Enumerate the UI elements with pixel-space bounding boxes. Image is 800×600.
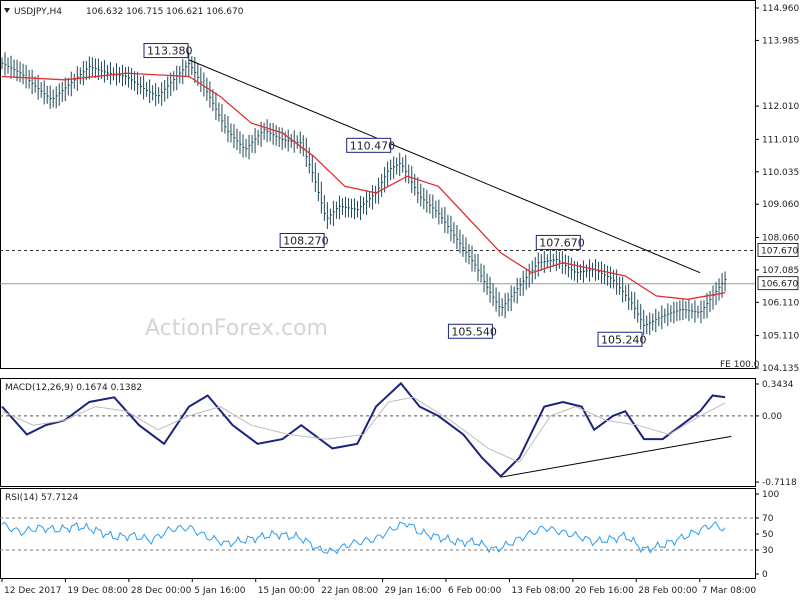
rsi-tick-label: 50 — [762, 530, 774, 540]
resistance-trendline — [188, 59, 701, 274]
moving-average-line — [1, 72, 726, 300]
price-tick-label: 112.010 — [762, 102, 799, 112]
annotation-box — [597, 331, 643, 347]
annotation-box — [447, 323, 493, 339]
price-annotations: 113.380 110.470 108.270 107.670 105.540 105.2… — [143, 43, 647, 347]
macd-support-trendline — [500, 435, 732, 478]
price-tick-label: 110.035 — [762, 168, 799, 178]
ohlc-label: 106.632 106.715 106.621 106.670 — [86, 7, 244, 17]
price-tick-label: 104.135 — [762, 364, 799, 374]
macd-panel — [0, 378, 756, 487]
macd-line — [1, 381, 726, 478]
macd-axis: 0.3434 0.00 -0.7118 — [755, 380, 797, 488]
time-tick-label: 5 Jan 16:00 — [194, 586, 246, 596]
time-axis: 12 Dec 2017 19 Dec 08:00 28 Dec 00:00 5 Jan… — [1, 578, 757, 596]
annotation-label: 107.670 — [539, 236, 585, 249]
time-tick-label: 22 Jan 08:00 — [321, 586, 378, 596]
price-tick-label: 105.110 — [762, 332, 799, 342]
time-tick-label: 6 Feb 00:00 — [448, 586, 502, 596]
time-tick-label: 29 Jan 16:00 — [385, 586, 442, 596]
fe-label: FE 100.0 — [720, 360, 760, 370]
level-axis-label: 107.670 — [761, 246, 798, 256]
time-tick-label: 19 Dec 08:00 — [67, 586, 128, 596]
macd-series — [0, 381, 755, 478]
time-tick-label: 13 Feb 08:00 — [511, 586, 570, 596]
annotation-box — [346, 137, 392, 153]
price-tick-label: 111.010 — [762, 135, 799, 145]
time-tick-label: 28 Dec 00:00 — [131, 586, 192, 596]
time-tick-label: 28 Feb 00:00 — [638, 586, 697, 596]
time-tick-label: 7 Mar 08:00 — [702, 586, 757, 596]
time-tick-label: 20 Feb 16:00 — [575, 586, 634, 596]
time-tick-label: 15 Jan 00:00 — [258, 586, 315, 596]
price-tick-label: 108.060 — [762, 233, 799, 243]
price-tick-label: 107.085 — [762, 266, 799, 276]
rsi-panel — [0, 488, 756, 579]
price-panel — [0, 0, 756, 369]
rsi-axis: 100 70 50 30 0 — [755, 490, 779, 580]
annotation-label: 110.470 — [350, 139, 396, 152]
annotation-label: 108.270 — [283, 234, 329, 247]
macd-tick-label: -0.7118 — [762, 478, 797, 488]
annotation-box — [279, 232, 325, 248]
price-tick-label: 109.060 — [762, 200, 799, 210]
price-axis: 114.960 113.985 112.010 111.010 110.035 109.0… — [755, 4, 799, 374]
level-axis-label: 106.670 — [761, 280, 798, 290]
macd-tick-label: 0.3434 — [762, 380, 794, 390]
annotation-label: 113.380 — [147, 45, 193, 58]
header: USDJPY,H4 106.632 106.715 106.621 106.67… — [4, 7, 244, 17]
price-tick-label: 106.110 — [762, 298, 799, 308]
price-series — [0, 52, 755, 335]
symbol-label: USDJPY,H4 — [14, 7, 62, 17]
rsi-tick-label: 100 — [762, 490, 779, 500]
signal-line — [1, 396, 726, 463]
macd-tick-label: 0.00 — [762, 412, 782, 422]
rsi-line — [1, 521, 726, 555]
rsi-series — [0, 517, 755, 555]
watermark: ActionForex.com — [145, 316, 328, 341]
collapse-triangle-icon[interactable] — [4, 8, 10, 13]
annotation-label: 105.240 — [601, 333, 647, 346]
level-axis-box — [757, 243, 799, 257]
annotation-box — [535, 234, 581, 250]
rsi-tick-label: 30 — [762, 546, 774, 556]
rsi-title: RSI(14) 57.7124 — [5, 493, 78, 503]
level-axis-box — [757, 276, 799, 291]
rsi-tick-label: 0 — [762, 570, 768, 580]
rsi-tick-label: 70 — [762, 514, 774, 524]
time-tick-label: 12 Dec 2017 — [4, 586, 62, 596]
price-tick-label: 114.960 — [762, 4, 799, 14]
annotation-box — [143, 43, 189, 59]
price-tick-label: 113.985 — [762, 36, 799, 46]
annotation-label: 105.540 — [451, 325, 497, 338]
macd-title: MACD(12,26,9) 0.1674 0.1382 — [5, 383, 142, 393]
